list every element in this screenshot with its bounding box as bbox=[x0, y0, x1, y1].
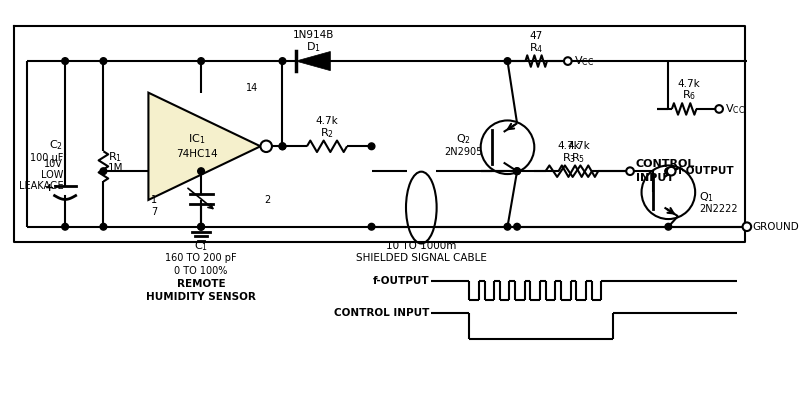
Circle shape bbox=[198, 223, 205, 230]
Text: HUMIDITY SENSOR: HUMIDITY SENSOR bbox=[146, 291, 256, 302]
Circle shape bbox=[564, 57, 572, 65]
Text: 47: 47 bbox=[530, 31, 543, 41]
Circle shape bbox=[667, 167, 675, 175]
Text: R$_2$: R$_2$ bbox=[320, 126, 334, 140]
Text: 7: 7 bbox=[151, 207, 158, 217]
Text: GROUND: GROUND bbox=[753, 222, 799, 232]
Text: R$_3$: R$_3$ bbox=[562, 151, 576, 165]
Text: 0 TO 100%: 0 TO 100% bbox=[174, 266, 228, 276]
Text: LOW: LOW bbox=[41, 170, 63, 180]
Text: R$_1$: R$_1$ bbox=[108, 150, 122, 164]
Circle shape bbox=[368, 223, 375, 230]
Circle shape bbox=[504, 58, 511, 65]
Circle shape bbox=[198, 168, 205, 175]
Text: 10V: 10V bbox=[44, 160, 63, 169]
Text: 4.7k: 4.7k bbox=[316, 116, 338, 126]
Circle shape bbox=[742, 223, 751, 231]
Text: 74HC14: 74HC14 bbox=[176, 149, 218, 159]
Text: Q$_1$: Q$_1$ bbox=[699, 190, 714, 204]
Text: 4.7k: 4.7k bbox=[678, 79, 700, 89]
Text: 4.7k: 4.7k bbox=[567, 141, 590, 151]
Text: C$_2$: C$_2$ bbox=[49, 139, 63, 152]
Circle shape bbox=[100, 168, 106, 175]
Circle shape bbox=[100, 223, 106, 230]
Circle shape bbox=[261, 141, 272, 152]
Text: f-OUTPUT: f-OUTPUT bbox=[678, 166, 734, 176]
Text: Q$_2$: Q$_2$ bbox=[456, 133, 471, 147]
Circle shape bbox=[100, 58, 106, 65]
Text: 1: 1 bbox=[151, 195, 158, 205]
Circle shape bbox=[514, 168, 521, 175]
Text: 10 TO 1000m: 10 TO 1000m bbox=[386, 241, 457, 251]
Text: 1M: 1M bbox=[108, 163, 124, 173]
Circle shape bbox=[514, 223, 521, 230]
Text: R$_6$: R$_6$ bbox=[682, 89, 696, 103]
Circle shape bbox=[504, 223, 511, 230]
Text: +: + bbox=[45, 183, 54, 193]
Text: CONTROL INPUT: CONTROL INPUT bbox=[334, 308, 429, 318]
Text: CONTROL: CONTROL bbox=[636, 160, 695, 169]
Text: 2: 2 bbox=[264, 195, 270, 205]
Text: 1N914B: 1N914B bbox=[293, 30, 334, 40]
Text: V$_{\rm CC}$: V$_{\rm CC}$ bbox=[725, 102, 745, 116]
Circle shape bbox=[62, 223, 69, 230]
Circle shape bbox=[626, 168, 634, 175]
Text: LEAKAGE: LEAKAGE bbox=[18, 181, 63, 190]
Text: R$_4$: R$_4$ bbox=[529, 41, 543, 55]
Text: R$_5$: R$_5$ bbox=[571, 151, 586, 165]
Circle shape bbox=[665, 223, 672, 230]
Text: D$_1$: D$_1$ bbox=[306, 40, 321, 53]
Text: 2N2905: 2N2905 bbox=[444, 147, 482, 157]
Circle shape bbox=[665, 168, 672, 175]
Circle shape bbox=[715, 105, 723, 113]
Circle shape bbox=[279, 143, 286, 150]
Text: 100 µF: 100 µF bbox=[30, 153, 63, 163]
Circle shape bbox=[198, 58, 205, 65]
Text: 14: 14 bbox=[246, 83, 258, 93]
Text: 2N2222: 2N2222 bbox=[699, 204, 738, 215]
Circle shape bbox=[62, 58, 69, 65]
Text: INPUT: INPUT bbox=[636, 173, 674, 183]
Polygon shape bbox=[296, 51, 330, 70]
Text: C$_1$: C$_1$ bbox=[194, 239, 208, 253]
Circle shape bbox=[665, 168, 672, 175]
Circle shape bbox=[279, 143, 286, 150]
Circle shape bbox=[198, 223, 205, 230]
Circle shape bbox=[514, 168, 521, 175]
Text: V$_{\rm CC}$: V$_{\rm CC}$ bbox=[574, 54, 594, 68]
Text: 160 TO 200 pF: 160 TO 200 pF bbox=[166, 253, 237, 263]
Text: 4.7k: 4.7k bbox=[558, 141, 580, 151]
Polygon shape bbox=[149, 93, 261, 200]
Text: IC$_1$: IC$_1$ bbox=[188, 133, 206, 147]
Circle shape bbox=[279, 58, 286, 65]
Text: REMOTE: REMOTE bbox=[177, 279, 226, 289]
Text: SHIELDED SIGNAL CABLE: SHIELDED SIGNAL CABLE bbox=[356, 253, 486, 263]
Circle shape bbox=[368, 143, 375, 150]
Text: f-OUTPUT: f-OUTPUT bbox=[372, 276, 429, 286]
